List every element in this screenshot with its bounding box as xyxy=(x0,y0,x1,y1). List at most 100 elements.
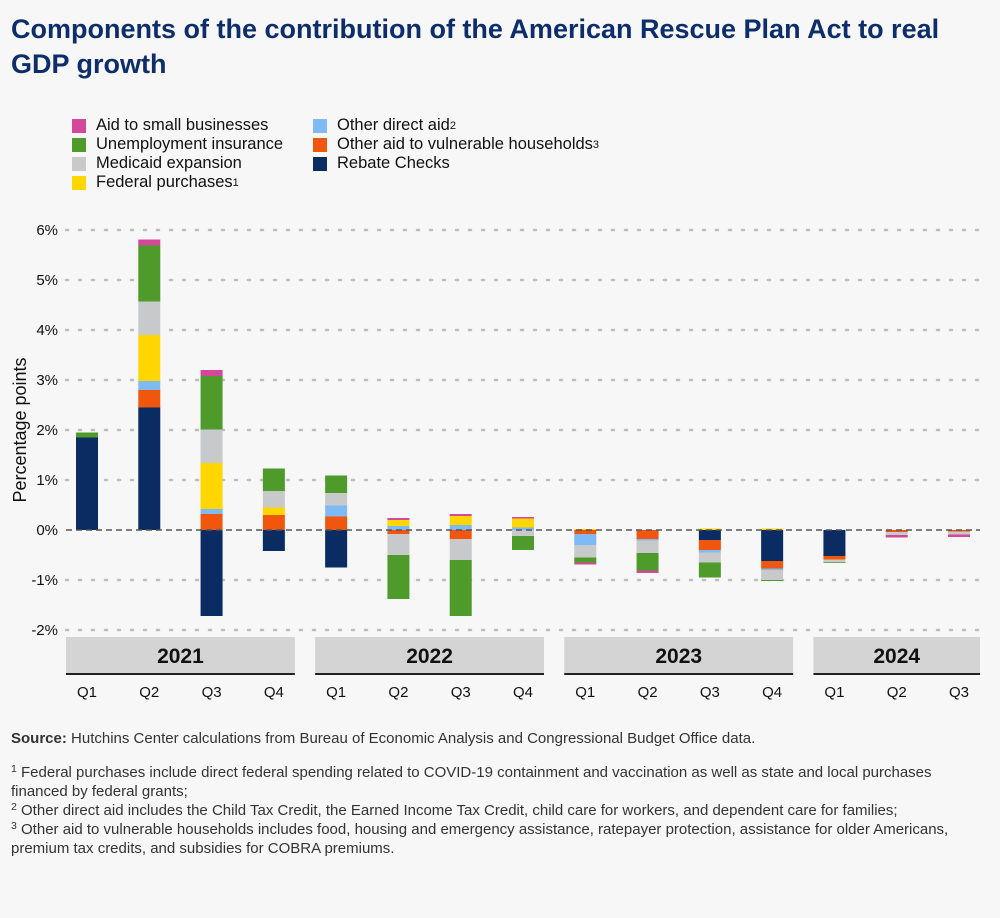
year-label: 2021 xyxy=(157,645,204,668)
bar-segment-other-direct xyxy=(512,527,534,530)
x-tick-label: Q3 xyxy=(700,684,720,701)
bar-segment-other-direct xyxy=(325,505,348,517)
x-tick-label: Q3 xyxy=(202,684,222,701)
legend-label: Other aid to vulnerable households xyxy=(337,135,593,153)
legend-label: Other direct aid xyxy=(337,116,450,134)
bar-segment-rebate xyxy=(138,407,161,530)
legend-item-other-direct: Other direct aid 2 xyxy=(313,116,599,135)
bar-segment-other-vulnerable xyxy=(387,530,410,534)
legend-swatch xyxy=(313,137,327,152)
y-tick-label: 0% xyxy=(36,522,58,539)
bar-segment-other-direct xyxy=(200,509,223,514)
footnote-text: Federal purchases include direct federal… xyxy=(11,764,932,800)
x-tick-label: Q1 xyxy=(575,684,595,701)
year-label: 2024 xyxy=(873,645,920,668)
x-tick-label: Q3 xyxy=(949,684,969,701)
x-tick-label: Q1 xyxy=(77,684,97,701)
bar-segment-rebate xyxy=(761,530,784,561)
footnote-2: 2 Other direct aid includes the Child Ta… xyxy=(11,801,986,820)
bar-segment-federal-purchases xyxy=(449,516,472,525)
bar-segment-medicaid xyxy=(698,552,721,563)
bar-segment-medicaid xyxy=(387,534,410,555)
bar-segment-rebate xyxy=(698,530,721,540)
footnote-text: Other aid to vulnerable households inclu… xyxy=(11,821,949,857)
year-band xyxy=(66,637,295,673)
legend-label: Medicaid expansion xyxy=(96,154,242,172)
legend-column-left: Aid to small businesses Unemployment insu… xyxy=(72,116,283,192)
bar-segment-other-vulnerable xyxy=(325,516,348,530)
bar-segment-aid-small-business xyxy=(885,535,908,538)
bar-segment-medicaid xyxy=(200,429,223,463)
bar-segment-medicaid xyxy=(636,540,659,553)
bar-segment-medicaid xyxy=(449,539,472,560)
bar-segment-federal-purchases xyxy=(761,528,784,530)
bar-segment-unemployment xyxy=(76,432,98,438)
y-tick-label: -1% xyxy=(31,572,58,589)
bar-segment-aid-small-business xyxy=(449,514,472,516)
bar-segment-other-vulnerable xyxy=(574,530,597,534)
year-band xyxy=(813,637,980,673)
bar-segment-aid-small-business xyxy=(574,562,597,565)
year-band xyxy=(564,637,794,673)
legend-column-right: Other direct aid 2 Other aid to vulnerable… xyxy=(313,116,599,173)
y-tick-label: 3% xyxy=(36,372,58,389)
bar-segment-federal-purchases xyxy=(138,335,161,381)
bar-segment-federal-purchases xyxy=(262,507,285,515)
bar-segment-medicaid xyxy=(948,531,970,535)
legend-swatch xyxy=(313,156,327,171)
bar-segment-unemployment xyxy=(761,580,784,581)
bar-segment-other-direct xyxy=(761,568,784,570)
footnotes: 1 Federal purchases include direct feder… xyxy=(11,763,986,858)
bar-segment-other-vulnerable xyxy=(636,530,659,539)
legend-swatch xyxy=(72,137,86,152)
bar-segment-unemployment xyxy=(512,536,534,550)
bar-segment-other-vulnerable xyxy=(200,514,223,530)
bar-segment-rebate xyxy=(325,530,348,568)
bar-segment-medicaid xyxy=(885,532,908,535)
legend-swatch xyxy=(72,156,86,171)
y-tick-label: 4% xyxy=(36,322,58,339)
y-tick-label: 6% xyxy=(36,222,58,239)
bar-segment-other-vulnerable xyxy=(262,515,285,530)
legend-label: Rebate Checks xyxy=(337,154,450,172)
x-tick-label: Q4 xyxy=(513,684,533,701)
x-tick-label: Q3 xyxy=(451,684,471,701)
bar-segment-other-vulnerable xyxy=(885,530,908,532)
bar-segment-aid-small-business xyxy=(387,518,410,520)
bar-segment-medicaid xyxy=(262,491,285,508)
bar-segment-unemployment xyxy=(636,553,659,571)
y-axis-label: Percentage points xyxy=(10,357,30,502)
legend-label: Aid to small businesses xyxy=(96,116,269,134)
bar-segment-federal-purchases xyxy=(574,529,597,530)
footnote-text: Other direct aid includes the Child Tax … xyxy=(16,802,898,819)
bar-segment-aid-small-business xyxy=(948,534,970,537)
footnote-number: 2 xyxy=(11,801,17,813)
bar-segment-medicaid xyxy=(823,559,846,562)
bar-segment-medicaid xyxy=(574,545,597,558)
legend-label: Federal purchases xyxy=(96,173,233,191)
bar-segment-rebate xyxy=(76,437,98,530)
bar-segment-medicaid xyxy=(512,530,534,536)
legend-label: Unemployment insurance xyxy=(96,135,284,153)
bar-segment-rebate xyxy=(262,530,285,551)
bar-segment-unemployment xyxy=(138,245,161,302)
bar-segment-medicaid xyxy=(761,570,784,580)
y-tick-label: -2% xyxy=(31,622,58,639)
bar-segment-other-vulnerable xyxy=(823,556,846,560)
legend-item-rebate: Rebate Checks xyxy=(313,154,599,173)
x-tick-label: Q2 xyxy=(388,684,408,701)
bar-segment-unemployment xyxy=(325,475,348,493)
legend-item-unemployment: Unemployment insurance xyxy=(72,135,283,154)
legend-swatch xyxy=(72,118,86,133)
legend-item-aid-small-business: Aid to small businesses xyxy=(72,116,283,135)
chart-title: Components of the contribution of the Am… xyxy=(11,14,940,79)
bar-segment-aid-small-business xyxy=(138,239,161,246)
x-tick-label: Q4 xyxy=(264,684,284,701)
bar-segment-federal-purchases xyxy=(200,463,223,509)
bar-segment-aid-small-business xyxy=(636,570,659,573)
bar-segment-unemployment xyxy=(449,560,472,616)
bar-segment-rebate xyxy=(200,530,223,616)
bar-segment-medicaid xyxy=(325,493,348,506)
source-text: Hutchins Center calculations from Bureau… xyxy=(66,730,756,747)
bar-segment-medicaid xyxy=(138,301,161,335)
